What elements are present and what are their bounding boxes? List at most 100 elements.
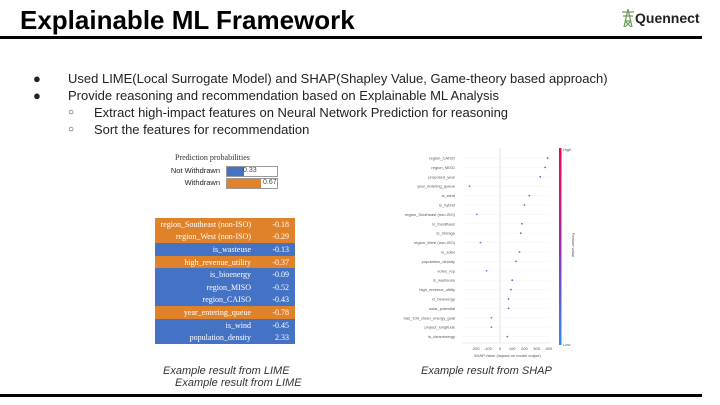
prediction-value: 0.67 [263, 179, 277, 186]
feature-name: region_Southeast (non-ISO) [160, 219, 251, 229]
shap-point [468, 185, 471, 188]
shap-point [519, 232, 522, 235]
shap-point [479, 241, 482, 244]
feature-value: -0.37 [272, 257, 289, 267]
feature-name: year_entering_queue [183, 307, 251, 317]
x-tick-label: 400 [545, 346, 552, 351]
feature-label: is_solar [441, 250, 455, 255]
shap-caption: Example result from SHAP [421, 365, 552, 377]
shap-point [518, 251, 521, 253]
feature-value: -0.45 [272, 320, 289, 330]
shap-point [528, 194, 531, 197]
lime-feature-row: population_density 2.33 [155, 331, 295, 344]
lime-feature-row: high_revenue_utility -0.37 [155, 255, 295, 269]
shap-point [507, 307, 510, 310]
logo-text: Quennect [635, 10, 700, 26]
bullet: ● Used LIME(Local Surrogate Model) and SH… [33, 71, 608, 86]
prediction-label: Not Withdrawn [170, 166, 220, 175]
lime-feature-row: region_West (non-ISO) -0.29 [155, 230, 295, 244]
feature-label: is_wind [442, 193, 455, 198]
transmission-tower-icon [622, 8, 634, 28]
feature-label: region_MISO [431, 165, 455, 170]
shap-point [544, 166, 547, 169]
shap-point [510, 288, 512, 291]
feature-name: is_wasteuse [212, 244, 251, 254]
prediction-label: Withdrawn [184, 178, 220, 187]
colorbar-high: High [563, 147, 571, 152]
feature-label: region_West (non-ISO) [414, 240, 456, 245]
feature-label: is_cleanenergy [428, 334, 455, 339]
feature-label: region_CAISO [429, 156, 455, 161]
feature-value: -0.29 [272, 232, 289, 242]
feature-label: is_storage [437, 231, 456, 236]
feature-label: is_fossilfuels [432, 221, 455, 226]
shap-point [514, 260, 517, 263]
shap-point [507, 298, 510, 300]
feature-name: is_wind [225, 320, 251, 330]
x-tick-label: 300 [533, 346, 540, 351]
prediction-bar: 0.33 [226, 166, 278, 177]
lime-feature-row: is_bioenergy -0.09 [155, 268, 295, 281]
feature-label: region_Southeast (non-ISO) [405, 212, 456, 217]
lime-feature-row: is_wind -0.45 [155, 318, 295, 332]
feature-name: region_West (non-ISO) [175, 232, 251, 242]
shap-point [523, 204, 526, 206]
bottom-divider [0, 394, 702, 397]
feature-label: high_revenue_utility [419, 287, 455, 292]
shap-point [475, 213, 478, 216]
lime-feature-row: year_entering_queue -0.78 [155, 306, 295, 319]
shap-point [521, 222, 523, 225]
company-logo: Quennect [621, 8, 700, 28]
feature-label: project_longitude [425, 325, 456, 330]
sub-bullet: ○ Extract high-impact features on Neural … [68, 105, 509, 120]
feature-value: -0.78 [272, 307, 289, 317]
feature-label: is_bioenergy [432, 297, 455, 302]
x-tick-label: 200 [521, 346, 528, 351]
prediction-value: 0.33 [243, 167, 257, 174]
feature-name: high_revenue_utility [184, 257, 251, 267]
lime-caption: Example result from LIME [175, 377, 302, 389]
feature-value: -0.09 [272, 270, 289, 280]
shap-point [490, 316, 493, 319]
x-tick-label: 100 [509, 346, 516, 351]
feature-name: is_bioenergy [209, 270, 251, 280]
lime-feature-row: is_wasteuse -0.13 [155, 243, 295, 256]
shap-point [546, 157, 549, 159]
prediction-bar: 0.67 [226, 178, 278, 189]
feature-value: -0.13 [272, 244, 289, 254]
colorbar-label: Feature value [571, 233, 576, 258]
feature-label: is_hybrid [439, 203, 455, 208]
prediction-probabilities-title: Prediction probabilities [175, 153, 250, 162]
bullet: ● Provide reasoning and recommendation ba… [33, 88, 499, 103]
feature-value: -0.52 [272, 282, 289, 292]
shap-point [511, 279, 514, 282]
feature-label: population_density [422, 259, 455, 264]
sub-bullet: ○ Sort the features for recommendation [68, 122, 310, 137]
shap-point [539, 175, 542, 178]
lime-caption: Example result from LIME [163, 365, 290, 377]
feature-name: region_MISO [206, 282, 251, 292]
x-axis-label: SHAP value (impact on model output) [474, 353, 542, 358]
feature-label: solar_potential [429, 306, 455, 311]
lime-feature-row: region_MISO -0.52 [155, 280, 295, 294]
feature-label: has_100_clean_energy_goal [404, 315, 455, 320]
x-tick-label: 0 [499, 346, 502, 351]
feature-label: year_entering_queue [417, 184, 456, 189]
feature-value-colorbar [559, 148, 562, 345]
feature-value: -0.18 [272, 219, 289, 229]
x-tick-label: -200 [472, 346, 481, 351]
feature-name: population_density [189, 333, 251, 343]
feature-value: 2.33 [275, 333, 289, 343]
x-tick-label: -100 [484, 346, 493, 351]
page-title: Explainable ML Framework [20, 5, 355, 35]
feature-label: is_wasteuse [433, 278, 456, 283]
colorbar-low: Low [563, 342, 570, 347]
shap-point [485, 269, 488, 272]
shap-summary-plot: region_CAISO region_MISO proposed_yearyear… [404, 147, 576, 358]
feature-name: region_CAISO [202, 295, 251, 305]
feature-label: proposed_year [428, 174, 455, 179]
feature-value: -0.43 [272, 295, 289, 305]
shap-point [490, 326, 493, 329]
title-divider [0, 36, 702, 39]
feature-label: votes_rep [437, 268, 455, 273]
